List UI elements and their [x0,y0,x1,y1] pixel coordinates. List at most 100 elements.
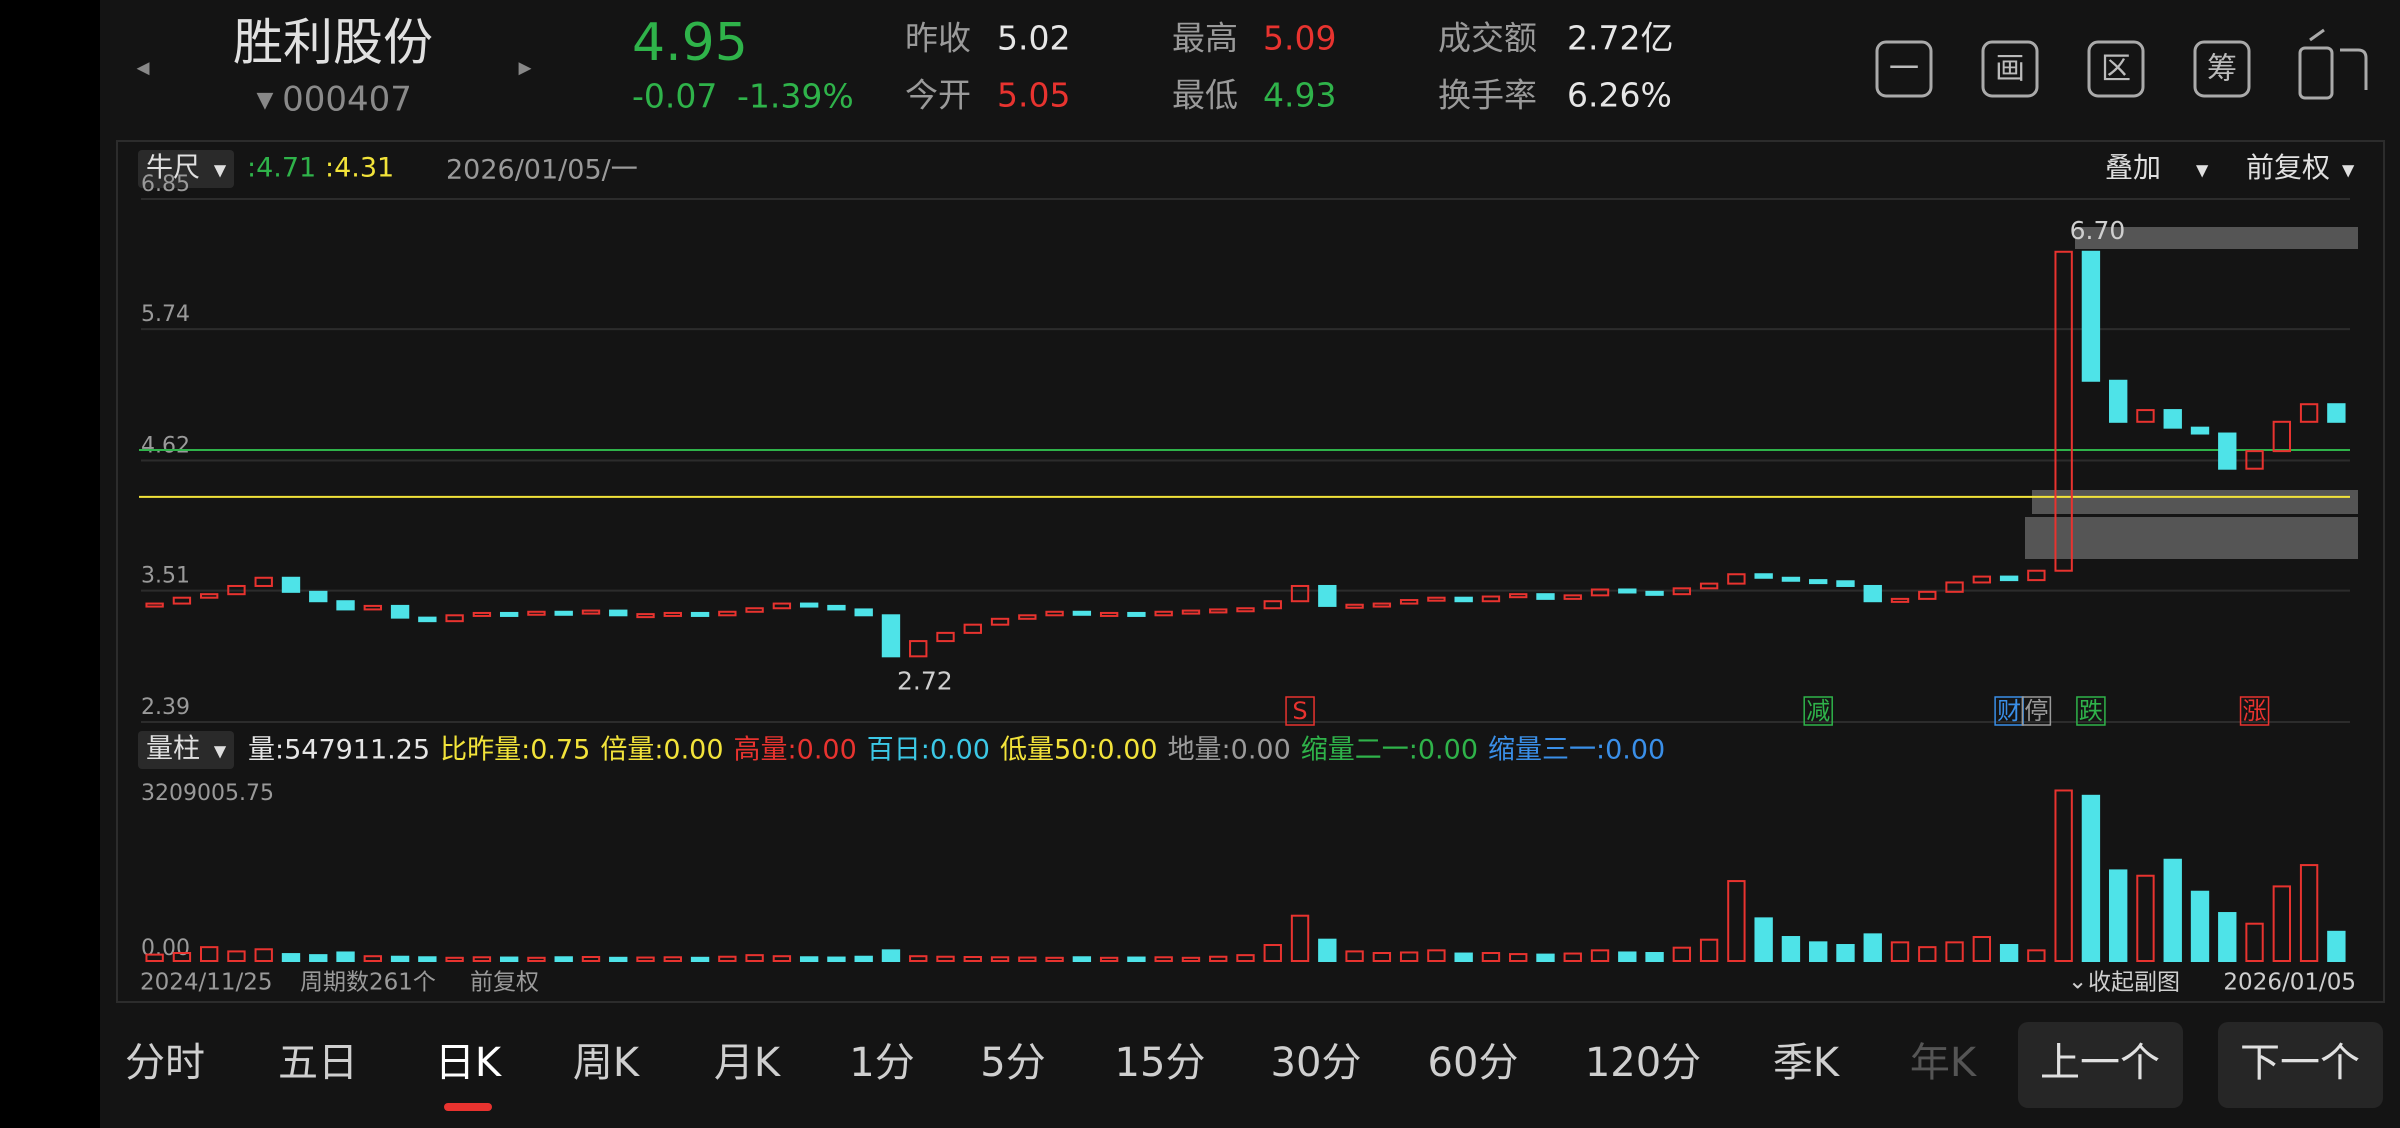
overlay[interactable]: 叠加 [2105,151,2161,184]
volume-bar [663,956,682,963]
volume-bar [1290,914,1310,962]
candle [390,604,410,619]
periods: 周期数261个 [300,970,436,996]
start-date: 2024/11/25 [140,970,273,996]
adjust[interactable]: 前复权 [2246,151,2330,184]
volume-bar [909,955,928,962]
tool-button[interactable] [2193,40,2251,98]
candle [1236,607,1255,613]
volume-bar [199,946,219,963]
indicator-name[interactable]: 量柱 [146,734,200,765]
period-tab[interactable]: 月K [714,1040,782,1086]
volume-bar [745,954,764,962]
candle [1536,593,1555,600]
stat-label: 最高 [1172,19,1238,58]
candle [1972,575,1992,584]
stat-value: 6.26% [1567,76,1672,115]
period-tab[interactable]: 五日 [278,1040,358,1086]
volume-bar [2190,890,2210,962]
period-tab[interactable]: 季K [1773,1040,1841,1086]
period-tab[interactable]: 年K [1910,1040,1978,1086]
candle [1127,611,1146,617]
signal-marker: 涨 [2243,697,2267,725]
signal-box [2076,696,2106,726]
candle [799,602,819,608]
stock-code: 000407 [282,80,412,120]
candle [1399,599,1419,605]
period-tab[interactable]: 5分 [980,1040,1045,1086]
nav-button[interactable] [2218,1022,2383,1108]
nav-button-label[interactable]: 下一个 [2240,1040,2360,1086]
collapse-icon[interactable]: ⌄ [2068,969,2087,995]
volume-bar [1481,952,1501,963]
candle [418,616,437,623]
candle [1345,603,1364,609]
volume-bar [1618,951,1637,963]
ruler-button[interactable] [138,150,234,188]
candle [2190,426,2210,435]
volume-bar [1781,936,1801,963]
indicator-value: 地量:0.00 [1168,735,1291,766]
tool-button[interactable] [1981,40,2039,98]
volume-bar [1972,936,1992,963]
volume-bar [1918,946,1937,963]
candle [963,623,982,634]
volume-bar [827,956,846,963]
period-tab[interactable]: 30分 [1271,1040,1362,1086]
volume-bar [2299,864,2319,963]
next-stock[interactable]: ▸ [518,53,531,83]
prev-stock[interactable]: ◂ [136,53,149,83]
candle [936,631,955,643]
tool-button[interactable] [2087,40,2145,98]
code-dropdown[interactable]: ▼ [257,88,274,113]
candle [2054,250,2073,572]
indicator-value: 百日:0.00 [867,735,990,766]
indicator-button[interactable] [138,731,234,769]
volume-bar [1181,956,1201,962]
candle [1072,610,1092,616]
candle [1781,576,1801,582]
ruler-label[interactable]: 牛尺 [146,153,200,184]
volume-bar [1154,956,1173,963]
candle [363,604,382,611]
volume-bar [2272,885,2292,963]
candle [281,576,301,593]
indicator-value: 低量50:0.00 [1000,735,1158,766]
tool-button[interactable] [1875,40,1933,98]
stat-value: 5.02 [997,19,1070,58]
phone-icon[interactable] [2298,28,2368,100]
tool-label[interactable]: 画 [1995,52,2025,87]
chip-zone [2025,517,2358,559]
signal-box [2021,696,2052,726]
period-tab[interactable]: 分时 [125,1040,205,1086]
volume-bar [1890,941,1910,963]
dropdown-arrow: ▼ [214,742,227,761]
tool-label[interactable]: 一 [1889,52,1919,87]
candle [827,604,846,611]
candle [2245,450,2264,470]
candle [1154,610,1173,617]
tool-label[interactable]: 筹 [2207,52,2237,87]
volume-bar [1345,950,1364,963]
indicator-value: 缩量三一:0.00 [1488,735,1665,766]
volume-bar [527,956,546,962]
period-tab[interactable]: 周K [573,1040,641,1086]
volume-bar [2327,930,2346,962]
nav-button[interactable] [2018,1022,2183,1108]
period-tab[interactable]: 日K [435,1040,503,1086]
volume-bar [636,956,655,963]
candle [145,602,164,608]
collapse[interactable]: 收起副图 [2088,970,2180,996]
period-tab[interactable]: 60分 [1428,1040,1519,1086]
volume-bar [1563,952,1582,962]
volume-bar [418,956,437,963]
period-tab[interactable]: 1分 [849,1040,914,1086]
volume-bar [554,956,573,963]
tool-label[interactable]: 区 [2101,52,2131,87]
stat-label: 成交额 [1438,19,1537,58]
nav-button-label[interactable]: 上一个 [2040,1040,2160,1086]
period-tab[interactable]: 120分 [1585,1040,1701,1086]
volume-bar [172,952,192,963]
period-tab[interactable]: 15分 [1115,1040,1206,1086]
